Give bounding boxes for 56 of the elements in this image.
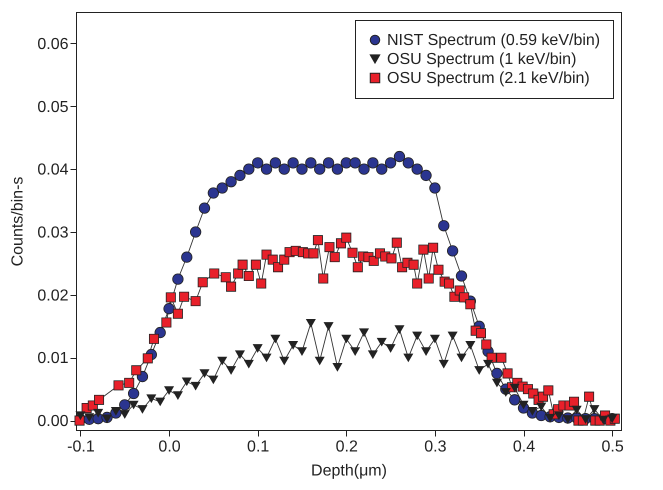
- point: [270, 157, 282, 168]
- y-tick-label: 0.05: [37, 98, 69, 116]
- point: [420, 170, 432, 182]
- point: [446, 245, 458, 256]
- point: [278, 164, 290, 175]
- point: [314, 164, 326, 175]
- x-tick-label: 0.1: [247, 438, 270, 456]
- point: [305, 157, 316, 168]
- point: [332, 164, 344, 175]
- point: [260, 164, 272, 175]
- point: [119, 399, 130, 410]
- y-tick-label: 0.03: [37, 224, 69, 242]
- x-tick-label: 0.4: [512, 438, 536, 456]
- point: [234, 170, 246, 182]
- point: [225, 176, 237, 188]
- x-tick-label: 0.0: [158, 438, 181, 456]
- y-tick-label: 0.04: [37, 162, 69, 179]
- y-tick-label: 0.00: [37, 413, 69, 430]
- point: [456, 270, 468, 282]
- point: [322, 157, 334, 168]
- point: [296, 164, 308, 175]
- point: [509, 394, 520, 406]
- legend-label: OSU Spectrum (2.1 keV/bin): [387, 70, 590, 87]
- point: [358, 164, 370, 175]
- point: [252, 157, 264, 168]
- x-tick-label: 0.5: [602, 438, 624, 456]
- x-tick-label: -0.1: [67, 438, 95, 456]
- point: [198, 202, 210, 214]
- point: [412, 164, 423, 175]
- point: [243, 164, 254, 175]
- point: [350, 157, 361, 168]
- point: [216, 182, 228, 194]
- point: [181, 252, 192, 263]
- point: [287, 157, 299, 168]
- point: [438, 220, 450, 232]
- y-tick-label: 0.06: [37, 36, 69, 53]
- point: [367, 157, 379, 168]
- y-tick-label: 0.01: [37, 350, 69, 368]
- point: [128, 388, 140, 400]
- y-axis-title: Counts/bin-s: [9, 176, 26, 266]
- point: [172, 274, 184, 285]
- point: [394, 150, 406, 162]
- y-tick-label: 0.02: [37, 287, 69, 304]
- x-tick-label: 0.3: [424, 438, 447, 456]
- x-axis-title: Depth(μm): [311, 462, 387, 480]
- point: [208, 187, 219, 199]
- point: [429, 182, 441, 194]
- point: [402, 157, 414, 168]
- point: [190, 226, 202, 238]
- point: [163, 303, 175, 314]
- legend-label: NIST Spectrum (0.59 keV/bin): [387, 32, 600, 49]
- legend-label: OSU Spectrum (1 keV/bin): [387, 51, 576, 68]
- point: [384, 157, 396, 168]
- point: [376, 164, 388, 175]
- point: [491, 368, 503, 380]
- x-tick-label: 0.2: [336, 438, 358, 456]
